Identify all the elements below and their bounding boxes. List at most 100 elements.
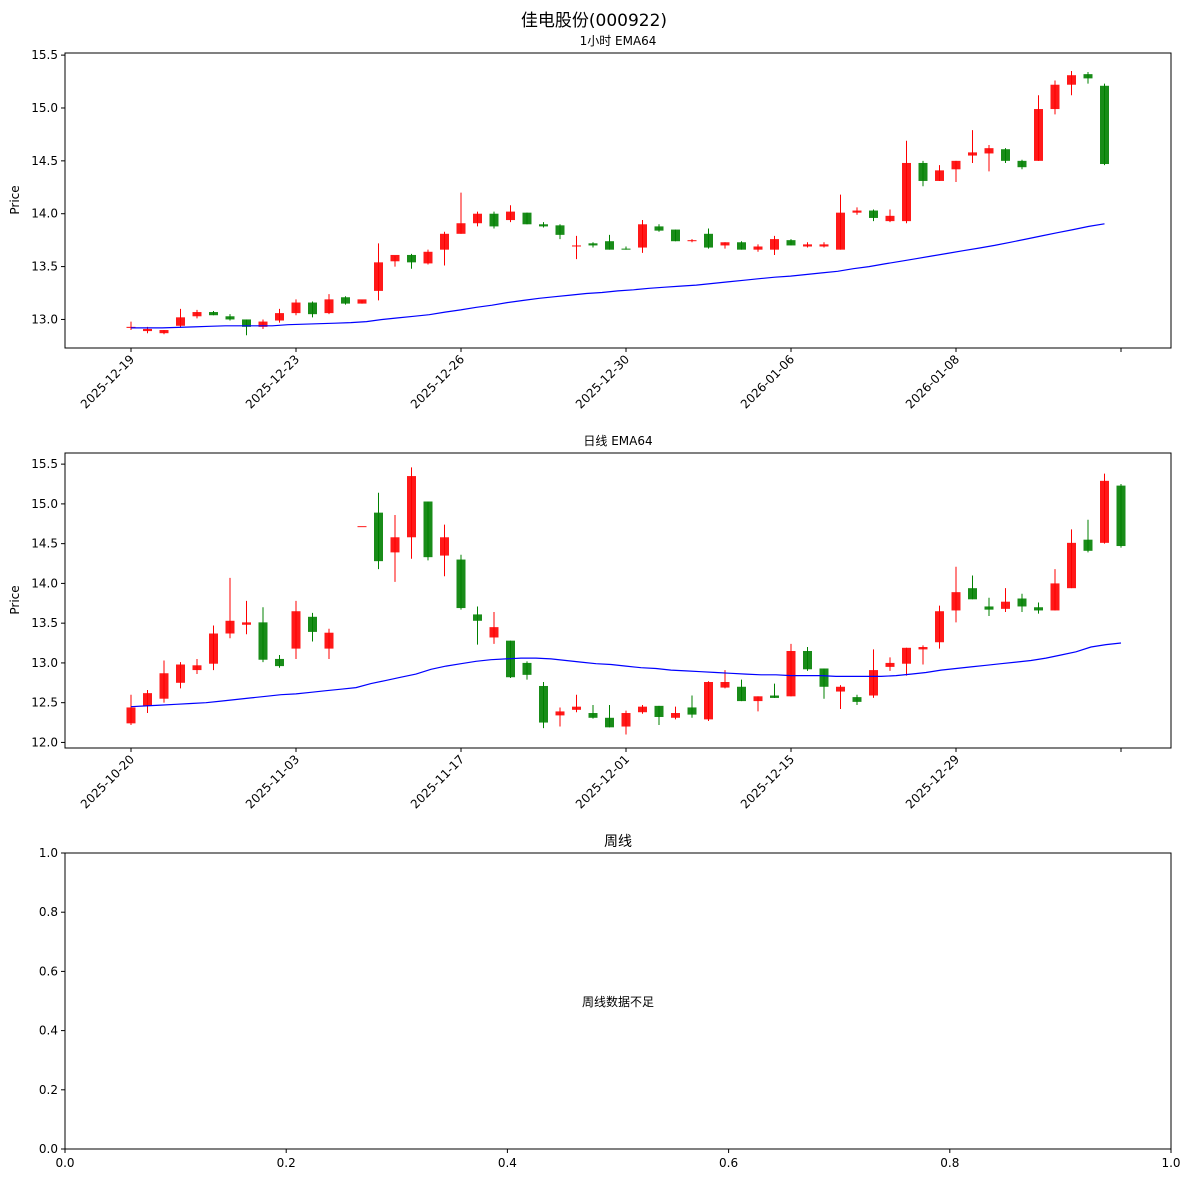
hourly-candle-body — [1017, 160, 1027, 168]
hourly-candle — [176, 308, 185, 328]
daily-candle-body — [852, 697, 862, 702]
hourly-candle-body — [159, 330, 169, 334]
daily-candle-body — [918, 647, 928, 650]
hourly-candle-body — [374, 262, 383, 291]
daily-candle — [935, 605, 944, 649]
weekly-plot-frame — [64, 852, 1172, 1150]
hourly-candle — [522, 212, 532, 225]
hourly-candle-body — [390, 254, 400, 262]
hourly-x-tick-label: 2025-12-23 — [243, 352, 302, 411]
daily-candle-body — [572, 706, 581, 710]
hourly-candle — [489, 211, 499, 229]
daily-candle — [242, 600, 251, 635]
daily-candle — [456, 554, 466, 610]
weekly-x-tick-label: 0.4 — [498, 1156, 517, 1170]
hourly-candle — [1017, 159, 1027, 170]
hourly-x-tick-label: 2026-01-06 — [738, 352, 797, 411]
hourly-candle-body — [1050, 84, 1060, 110]
weekly-y-ticks: 0.0 0.2 0.4 0.6 0.8 1.0 — [39, 846, 65, 1156]
hourly-candle-body — [308, 302, 317, 315]
hourly-candle — [341, 296, 350, 305]
weekly-y-tick-label: 0.2 — [39, 1083, 58, 1097]
daily-candle — [918, 645, 928, 665]
hourly-candle — [159, 330, 169, 335]
hourly-candle-body — [555, 225, 565, 235]
hourly-candle — [803, 242, 812, 248]
hourly-candle — [902, 140, 911, 224]
daily-candles — [126, 467, 1126, 735]
hourly-candle — [918, 160, 928, 187]
weekly-panel-title: 周线 — [604, 834, 632, 850]
weekly-y-tick-label: 0.6 — [39, 964, 58, 978]
hourly-candle-body — [1034, 109, 1043, 161]
daily-ema-line — [130, 642, 1122, 708]
daily-candle-body — [357, 526, 367, 528]
hourly-candle — [687, 239, 697, 243]
daily-panel-title: 日线 EMA64 — [583, 434, 652, 448]
hourly-candle-body — [704, 233, 713, 248]
hourly-candle — [407, 253, 416, 269]
daily-candle-body — [968, 588, 977, 600]
daily-candle-body — [803, 650, 812, 670]
daily-candle-body — [440, 537, 449, 556]
hourly-candle-body — [440, 233, 449, 250]
daily-candle-body — [390, 537, 400, 553]
daily-candle-body — [836, 686, 845, 692]
daily-candle-body — [1083, 539, 1093, 551]
daily-candle-body — [489, 627, 499, 638]
daily-candle — [852, 694, 862, 706]
daily-x-tick-label: 2025-11-03 — [243, 752, 302, 811]
daily-y-tick-label: 13.0 — [31, 656, 58, 670]
daily-candle-body — [407, 476, 416, 538]
daily-candle — [291, 600, 301, 659]
daily-candle — [1116, 484, 1126, 548]
hourly-candle-body — [885, 215, 895, 222]
weekly-x-tick-label: 0.0 — [55, 1156, 74, 1170]
hourly-candle-body — [803, 244, 812, 247]
daily-candle-body — [308, 616, 317, 632]
daily-candle — [308, 612, 317, 642]
daily-candle — [489, 612, 499, 644]
hourly-candle-body — [968, 152, 977, 156]
daily-candle-body — [1017, 598, 1027, 607]
daily-candle — [324, 628, 334, 659]
daily-candle — [1034, 602, 1043, 614]
hourly-candle — [440, 231, 449, 266]
hourly-y-ticks: 13.0 13.5 14.0 14.5 15.0 15.5 — [31, 48, 65, 326]
daily-candle-body — [687, 707, 697, 715]
hourly-candle — [308, 301, 317, 318]
weekly-y-tick-label: 0.0 — [39, 1142, 58, 1156]
hourly-candle-body — [473, 213, 482, 224]
daily-candle-body — [819, 668, 829, 687]
daily-candle-body — [324, 632, 334, 649]
daily-candle-body — [1067, 542, 1076, 589]
hourly-candle — [539, 222, 548, 228]
hourly-candle-body — [786, 240, 796, 246]
daily-candle — [539, 682, 548, 729]
daily-candle — [126, 694, 136, 725]
hourly-candle — [984, 144, 994, 172]
hourly-candle-body — [176, 317, 185, 326]
hourly-candle-body — [341, 297, 350, 304]
daily-x-tick-label: 2025-10-20 — [78, 752, 137, 811]
daily-candle-body — [555, 711, 565, 716]
hourly-candle — [836, 194, 845, 250]
daily-candle — [984, 597, 994, 617]
daily-candle-body — [225, 620, 235, 634]
hourly-x-tick-label: 2026-01-08 — [903, 352, 962, 411]
hourly-candle-body — [291, 302, 301, 314]
hourly-candle-body — [143, 328, 152, 332]
hourly-candle-body — [621, 248, 631, 250]
daily-candle — [258, 607, 268, 663]
hourly-panel-title: 1小时 EMA64 — [580, 34, 657, 48]
daily-candle-body — [902, 647, 911, 664]
daily-candle-body — [1100, 480, 1109, 543]
daily-candle — [1001, 588, 1010, 613]
daily-candle — [572, 694, 581, 713]
daily-candle — [1083, 519, 1093, 553]
daily-candle — [671, 706, 680, 720]
daily-candle-body — [753, 696, 763, 702]
hourly-candle — [572, 235, 581, 260]
hourly-candle — [671, 229, 680, 242]
